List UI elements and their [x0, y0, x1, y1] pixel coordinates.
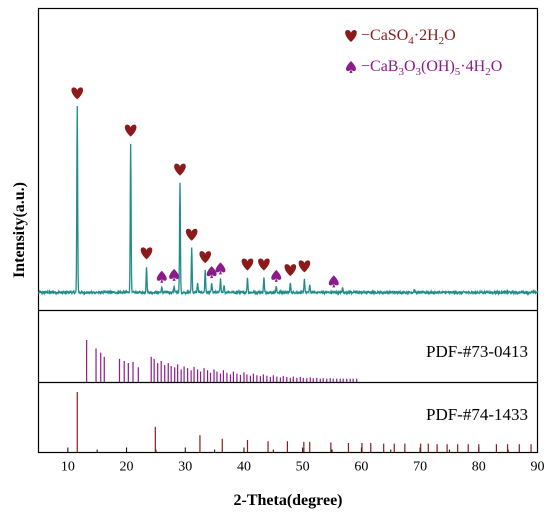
legend: −CaSO4·2H2O −CaB3O3(OH)5·4H2O — [345, 27, 502, 78]
legend-caborate-label: −CaB3O3(OH)5·4H2O — [361, 58, 502, 78]
x-axis: 10 20 30 40 50 60 70 80 90 — [38, 447, 545, 475]
spade-marker-icon — [271, 269, 282, 282]
spade-marker-icon — [156, 270, 167, 283]
heart-marker-icon — [140, 247, 153, 260]
x-tick-label: 10 — [61, 460, 75, 475]
xrd-pattern-line — [37, 106, 539, 297]
heart-marker-icon — [284, 264, 297, 277]
x-tick-label: 20 — [120, 460, 134, 475]
x-tick-label: 50 — [296, 460, 310, 475]
x-tick-label: 70 — [413, 460, 427, 475]
heart-marker-icon — [71, 87, 84, 100]
xrd-pattern-layer — [37, 106, 539, 297]
legend-heart-icon — [345, 30, 357, 42]
heart-marker-icon — [124, 124, 137, 137]
heart-marker-icon — [174, 163, 186, 176]
legend-casulfate-label: −CaSO4·2H2O — [361, 27, 456, 47]
spade-marker-icon — [215, 262, 226, 275]
heart-marker-icon — [185, 228, 198, 241]
plot-frame — [37, 7, 539, 454]
spade-marker-icon — [328, 275, 339, 288]
x-tick-label: 30 — [178, 460, 192, 475]
x-tick-label: 90 — [531, 460, 545, 475]
heart-marker-icon — [298, 260, 311, 273]
heart-marker-icon — [199, 251, 212, 264]
peak-markers-layer — [71, 87, 339, 288]
reference-pattern-1-layer — [86, 340, 358, 382]
x-tick-label: 80 — [472, 460, 486, 475]
spade-marker-icon — [206, 266, 217, 279]
x-tick-label: 60 — [354, 460, 368, 475]
reference-pattern-2-layer — [76, 392, 532, 452]
x-tick-label: 40 — [237, 460, 251, 475]
reference-pattern-1-label: PDF-#73-0413 — [426, 342, 528, 361]
x-axis-title: 2-Theta(degree) — [234, 492, 343, 509]
reference-pattern-2-label: PDF-#74-1433 — [426, 405, 528, 424]
legend-spade-icon — [346, 61, 356, 73]
heart-marker-icon — [241, 258, 254, 271]
y-axis-title: Intensity(a.u.) — [11, 182, 28, 278]
spade-marker-icon — [169, 268, 180, 281]
heart-marker-icon — [258, 258, 270, 271]
